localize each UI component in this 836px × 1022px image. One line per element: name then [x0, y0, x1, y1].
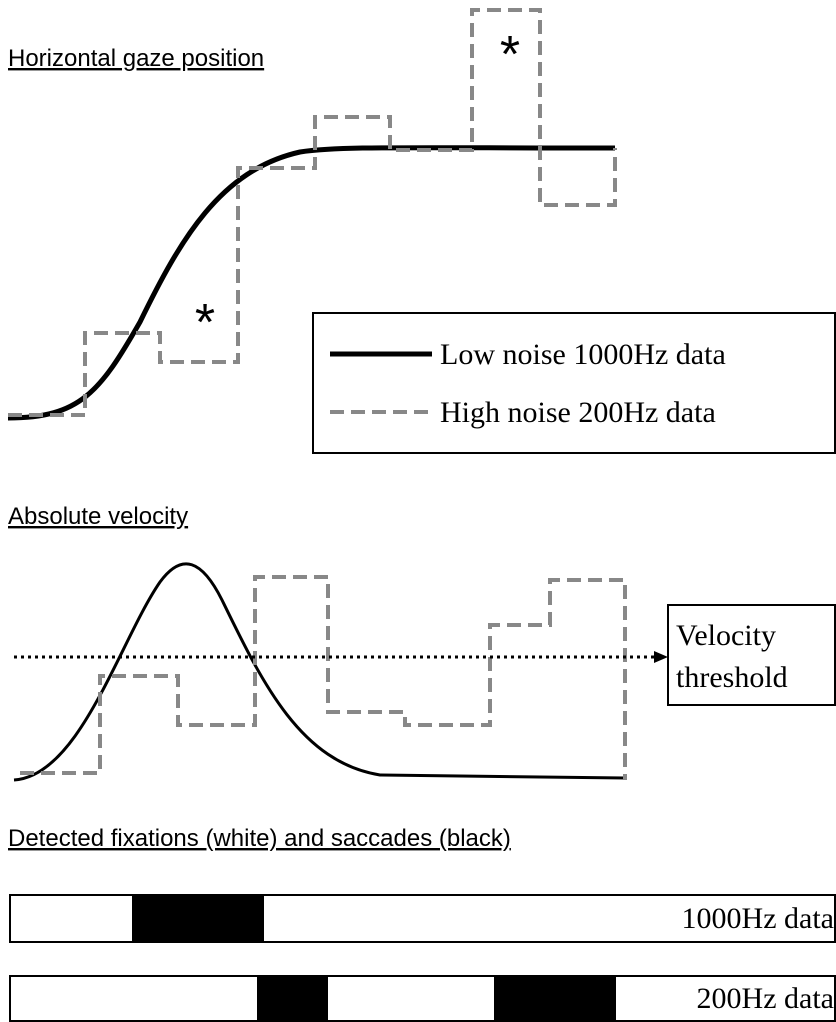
bar-label: 1000Hz data — [682, 902, 834, 935]
asterisk: * — [500, 26, 520, 84]
saccade — [132, 895, 264, 942]
velocity-steps-200hz — [20, 575, 627, 780]
legend-box — [312, 312, 836, 454]
velocity-curve-1000hz — [13, 562, 626, 782]
threshold-box — [667, 604, 836, 706]
panel-title: Absolute velocity — [8, 503, 188, 530]
legend-label: High noise 200Hz data — [440, 396, 716, 429]
bar-label: 200Hz data — [697, 982, 834, 1015]
panel-title: Detected fixations (white) and saccades … — [8, 825, 511, 852]
gaze-steps-200hz — [8, 8, 617, 417]
asterisk: * — [195, 294, 215, 352]
saccade — [494, 976, 616, 1021]
event-bar — [9, 975, 836, 1022]
gaze-curve-1000hz — [7, 145, 616, 421]
saccade — [257, 976, 328, 1021]
threshold-label: Velocity — [676, 619, 776, 652]
panel-title: Horizontal gaze position — [8, 45, 264, 72]
threshold-label: threshold — [676, 661, 788, 694]
threshold-arrow — [654, 651, 668, 663]
legend-label: Low noise 1000Hz data — [440, 338, 726, 371]
